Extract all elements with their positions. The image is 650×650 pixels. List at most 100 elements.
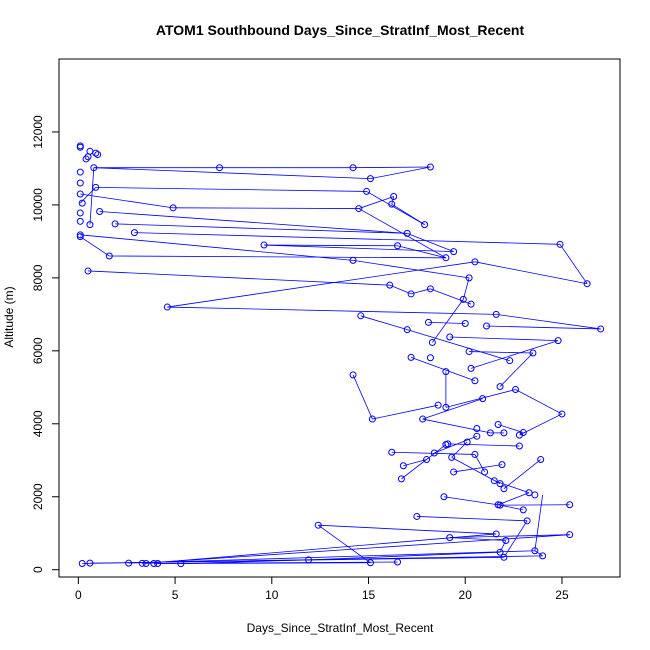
data-point xyxy=(440,493,448,501)
series-points xyxy=(76,142,605,568)
x-tick-label: 5 xyxy=(172,588,179,602)
data-point xyxy=(566,501,574,509)
data-point xyxy=(76,233,84,241)
chart-title: ATOM1 Southbound Days_Since_StratInf_Mos… xyxy=(156,22,525,38)
data-point xyxy=(597,325,605,333)
series-line-segment xyxy=(318,524,497,535)
data-point xyxy=(558,410,566,418)
data-point xyxy=(407,290,415,298)
data-point xyxy=(496,501,504,509)
data-point xyxy=(76,217,84,225)
data-point xyxy=(314,521,322,529)
series-line-segment xyxy=(264,244,454,253)
data-point xyxy=(442,254,450,262)
series-line-segment xyxy=(360,315,408,331)
data-point xyxy=(502,537,510,545)
data-point xyxy=(419,415,427,423)
series-line-segment xyxy=(497,492,530,506)
data-point xyxy=(366,175,374,183)
series-line-segment xyxy=(391,203,425,225)
data-point xyxy=(426,354,434,362)
data-point xyxy=(490,477,498,485)
series-line-segment xyxy=(80,193,174,209)
y-tick-label: 8000 xyxy=(31,264,45,291)
series-line-segment xyxy=(353,166,431,169)
y-tick-label: 4000 xyxy=(31,410,45,437)
data-point xyxy=(481,468,489,476)
x-tick-label: 0 xyxy=(75,588,82,602)
data-point xyxy=(463,438,471,446)
data-point xyxy=(459,295,467,303)
data-point xyxy=(177,560,185,568)
data-point xyxy=(467,364,475,372)
data-point xyxy=(465,348,473,356)
data-point xyxy=(531,491,539,499)
data-point xyxy=(154,560,162,568)
data-point xyxy=(519,506,527,514)
series-line-segment xyxy=(445,389,516,408)
data-point xyxy=(500,553,508,561)
data-point xyxy=(583,280,591,288)
series-lines xyxy=(79,166,601,565)
series-line-segment xyxy=(469,351,533,354)
data-point xyxy=(349,371,357,379)
series-line-segment xyxy=(470,340,559,369)
data-point xyxy=(500,429,508,437)
data-point xyxy=(76,168,84,176)
series-line-segment xyxy=(499,352,534,387)
data-point xyxy=(554,337,562,345)
y-axis-label: Altitude (m) xyxy=(2,286,16,347)
data-point xyxy=(483,322,491,330)
series-line-segment xyxy=(99,211,408,234)
data-point xyxy=(498,461,506,469)
data-point xyxy=(479,395,487,403)
data-point xyxy=(450,248,458,256)
x-tick-label: 20 xyxy=(459,588,473,602)
data-point xyxy=(413,512,421,520)
data-point xyxy=(446,534,454,542)
data-point xyxy=(84,267,92,275)
data-point xyxy=(428,338,436,346)
series-line-segment xyxy=(515,389,563,415)
data-point xyxy=(403,229,411,237)
series-line-segment xyxy=(410,357,476,382)
data-point xyxy=(90,164,98,172)
series-line-segment xyxy=(142,534,570,564)
series-line-segment xyxy=(422,418,491,434)
data-point xyxy=(76,143,84,151)
series-line-segment xyxy=(403,459,427,467)
y-tick-label: 2000 xyxy=(31,483,45,510)
data-point xyxy=(461,319,469,327)
series-line-segment xyxy=(559,244,588,284)
data-point xyxy=(492,530,500,538)
data-point xyxy=(430,449,438,457)
data-point xyxy=(506,357,514,365)
data-point xyxy=(349,256,357,264)
data-point xyxy=(423,456,431,464)
data-point xyxy=(471,450,479,458)
series-line-segment xyxy=(134,232,561,245)
data-point xyxy=(138,559,146,567)
data-point xyxy=(442,368,450,376)
series-line-segment xyxy=(453,464,503,473)
series-line-segment xyxy=(93,167,371,180)
data-point xyxy=(150,560,158,568)
data-point xyxy=(426,285,434,293)
data-point xyxy=(496,548,504,556)
data-point xyxy=(82,155,90,163)
series-line-segment xyxy=(443,496,501,506)
series-line-segment xyxy=(89,167,95,225)
data-point xyxy=(76,190,84,198)
data-point xyxy=(394,558,402,566)
data-point xyxy=(529,349,537,357)
data-point xyxy=(403,326,411,334)
data-point xyxy=(496,480,504,488)
data-point xyxy=(349,164,357,172)
data-point xyxy=(537,456,545,464)
data-point xyxy=(515,431,523,439)
series-line-segment xyxy=(128,550,535,564)
series-line-segment xyxy=(389,284,412,295)
series-line-segment xyxy=(486,325,601,330)
